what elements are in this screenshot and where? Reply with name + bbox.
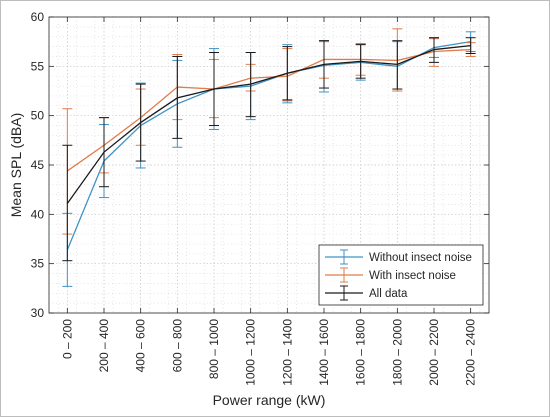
legend-entry: Without insect noise <box>325 249 472 265</box>
x-tick-label: 1200 – 1400 <box>280 319 294 386</box>
x-tick-label: 0 – 200 <box>60 319 74 359</box>
x-tick-label: 1400 – 1600 <box>317 319 331 386</box>
series-line <box>66 44 471 204</box>
y-tick-label: 50 <box>31 109 45 123</box>
y-axis-label: Mean SPL (dBA) <box>8 113 24 218</box>
legend-entry: With insect noise <box>325 267 456 283</box>
series-line <box>66 48 471 172</box>
y-tick-label: 40 <box>31 207 45 221</box>
x-tick-label: 800 – 1000 <box>207 319 221 379</box>
legend-entry: All data <box>325 285 408 301</box>
series-2 <box>62 28 476 235</box>
y-tick-label: 35 <box>31 257 45 271</box>
y-tick-label: 45 <box>31 158 45 172</box>
axis-ticks: 30 35 40 45 50 55 60 0 – 200 200 – 400 400 – 600 6… <box>31 10 489 386</box>
series-layer <box>62 28 476 287</box>
legend-label: All data <box>369 288 408 300</box>
y-tick-label: 55 <box>31 59 45 73</box>
x-tick-label: 1600 – 1800 <box>354 319 368 386</box>
series-line <box>66 41 471 251</box>
x-tick-label: 2000 – 2200 <box>427 319 441 386</box>
legend-label: Without insect noise <box>369 252 472 264</box>
y-tick-label: 30 <box>31 306 45 320</box>
x-tick-label: 400 – 600 <box>134 319 148 373</box>
x-tick-label: 2200 – 2400 <box>464 319 478 386</box>
x-tick-label: 1800 – 2000 <box>390 319 404 386</box>
x-tick-label: 1000 – 1200 <box>244 319 258 386</box>
y-tick-label: 60 <box>31 10 45 24</box>
x-tick-label: 200 – 400 <box>97 319 111 373</box>
legend: Without insect noise With insect noise All… <box>318 244 484 306</box>
legend-label: With insect noise <box>369 270 456 282</box>
x-axis-label: Power range (kW) <box>213 392 326 408</box>
series-3 <box>62 37 476 262</box>
x-tick-label: 600 – 800 <box>170 319 184 373</box>
